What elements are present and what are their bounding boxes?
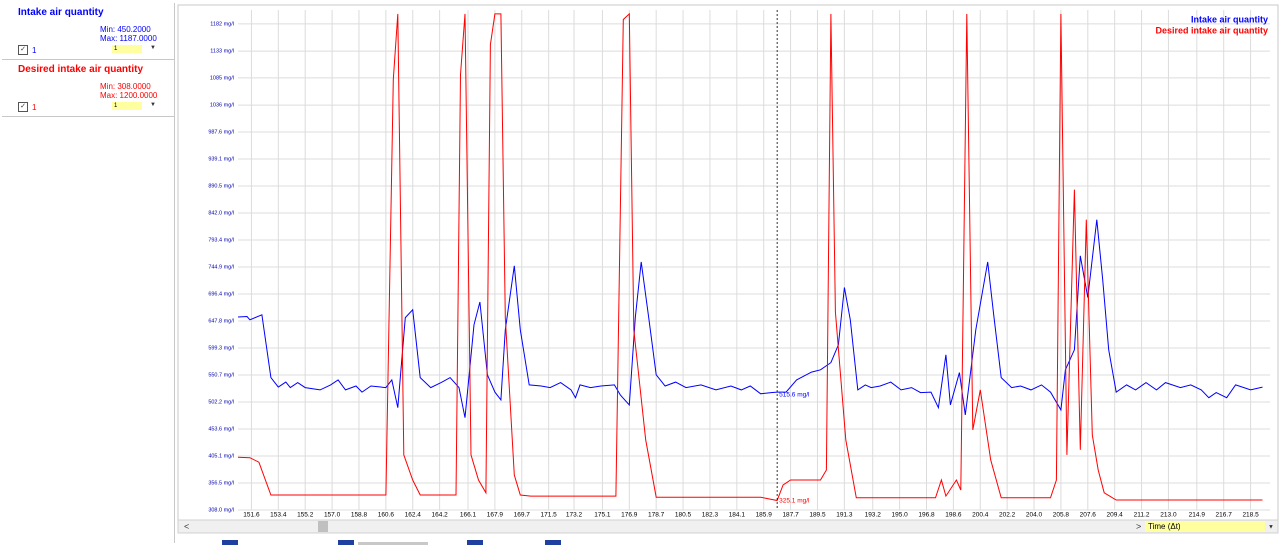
x-tick-label: 185.9: [756, 512, 773, 519]
legend-entry: Intake air quantity: [1191, 14, 1268, 24]
x-tick-label: 204.0: [1026, 512, 1043, 519]
x-tick-label: 184.1: [729, 512, 746, 519]
x-tick-label: 178.7: [648, 512, 665, 519]
y-tick-label: 453.6 mg/l: [208, 426, 234, 432]
x-tick-label: 158.8: [351, 512, 368, 519]
toolbar-icon[interactable]: [338, 540, 354, 545]
y-tick-label: 1133 mg/l: [210, 49, 234, 55]
dropdown-arrow[interactable]: ▼: [150, 45, 156, 51]
y-tick-label: 987.6 mg/l: [208, 129, 234, 135]
x-tick-label: 187.7: [782, 512, 799, 519]
dropdown-arrow[interactable]: ▼: [150, 102, 156, 108]
series-line: [237, 12, 1263, 502]
x-tick-label: 162.4: [405, 512, 422, 519]
y-tick-label: 356.5 mg/l: [208, 480, 234, 486]
x-tick-label: 196.8: [918, 512, 935, 519]
cursor-value: 515.6 mg/l: [779, 392, 810, 399]
x-tick-label: 167.9: [487, 512, 504, 519]
x-tick-label: 211.2: [1134, 512, 1150, 519]
x-tick-label: 213.0: [1160, 512, 1177, 519]
y-tick-label: 1036 mg/l: [210, 103, 234, 109]
y-tick-label: 647.8 mg/l: [208, 318, 234, 324]
y-tick-label: 793.4 mg/l: [208, 237, 234, 243]
x-tick-label: 189.5: [809, 512, 826, 519]
channel: Desired intake air quantity Min: 308.000…: [2, 60, 174, 117]
cursor-value: 325.1 mg/l: [779, 498, 810, 505]
channel-min: Min: 450.2000: [100, 25, 151, 34]
x-tick-label: 176.9: [621, 512, 638, 519]
toolbar-icon[interactable]: [222, 540, 238, 545]
x-tick-label: 207.6: [1080, 512, 1097, 519]
scroll-thumb[interactable]: [318, 521, 328, 532]
scroll-right[interactable]: >: [1136, 521, 1141, 531]
x-tick-label: 166.1: [460, 512, 477, 519]
y-tick-label: 890.5 mg/l: [208, 183, 234, 189]
channel-row: ✓ 1: [18, 45, 36, 55]
x-axis-label: Time (Δt): [1148, 522, 1181, 531]
y-tick-label: 939.1 mg/l: [208, 156, 234, 162]
scrollbar[interactable]: [177, 519, 1279, 534]
y-tick-label: 308.0 mg/l: [208, 507, 234, 513]
channel-label: 1: [32, 45, 37, 55]
y-tick-label: 599.3 mg/l: [208, 345, 234, 351]
series-line: [237, 219, 1263, 418]
scroll-left[interactable]: <: [184, 521, 189, 531]
x-tick-label: 209.4: [1107, 512, 1124, 519]
x-tick-label: 182.3: [702, 512, 719, 519]
x-tick-label: 157.0: [324, 512, 341, 519]
x-tick-label: 153.4: [270, 512, 287, 519]
x-tick-label: 216.7: [1216, 512, 1233, 519]
x-tick-label: 218.5: [1242, 512, 1259, 519]
channel-row: ✓ 1: [18, 102, 36, 112]
chart-frame: [177, 4, 1279, 534]
x-tick-label: 205.8: [1053, 512, 1070, 519]
channel-panel: Intake air quantity Min: 450.2000 Max: 1…: [2, 3, 175, 543]
y-tick-label: 744.9 mg/l: [208, 264, 234, 270]
x-tick-label: 160.6: [378, 512, 395, 519]
x-tick-label: 151.6: [243, 512, 260, 519]
y-tick-label: 1085 mg/l: [210, 75, 234, 81]
toolbar-icon[interactable]: [545, 540, 561, 545]
checkbox[interactable]: ✓: [18, 45, 28, 55]
channel-min: Min: 308.0000: [100, 82, 151, 91]
y-tick-label: 405.1 mg/l: [208, 453, 234, 459]
x-axis-select[interactable]: [1145, 521, 1265, 532]
y-tick-label: 842.0 mg/l: [208, 210, 234, 216]
dropdown-arrow[interactable]: ▼: [1268, 525, 1274, 531]
scale-select[interactable]: 1: [112, 45, 142, 53]
x-tick-label: 164.2: [431, 512, 448, 519]
x-tick-label: 169.7: [514, 512, 531, 519]
x-tick-label: 180.5: [675, 512, 692, 519]
x-tick-label: 171.5: [541, 512, 558, 519]
x-tick-label: 195.0: [891, 512, 908, 519]
channel-max: Max: 1187.0000: [100, 34, 157, 43]
channel: Intake air quantity Min: 450.2000 Max: 1…: [2, 3, 174, 60]
x-tick-label: 191.3: [836, 512, 853, 519]
x-tick-label: 155.2: [297, 512, 314, 519]
checkbox[interactable]: ✓: [18, 102, 28, 112]
legend-entry: Desired intake air quantity: [1155, 25, 1268, 35]
x-tick-label: 198.6: [945, 512, 962, 519]
y-tick-label: 696.4 mg/l: [208, 291, 234, 297]
scale-select[interactable]: 1: [112, 102, 142, 110]
x-tick-label: 175.1: [594, 512, 611, 519]
toolbar-icon[interactable]: [467, 540, 483, 545]
y-tick-label: 502.2 mg/l: [208, 399, 234, 405]
x-tick-label: 173.2: [566, 512, 583, 519]
x-tick-label: 193.2: [865, 512, 882, 519]
y-tick-label: 1182 mg/l: [210, 21, 234, 27]
x-tick-label: 214.9: [1189, 512, 1206, 519]
channel-max: Max: 1200.0000: [100, 91, 158, 100]
y-tick-label: 550.7 mg/l: [208, 372, 234, 378]
toolbar-field[interactable]: [358, 542, 428, 545]
x-tick-label: 200.4: [972, 512, 989, 519]
channel-label: 1: [32, 102, 37, 112]
channel-name: Intake air quantity: [18, 7, 104, 18]
channel-name: Desired intake air quantity: [18, 64, 144, 75]
x-tick-label: 202.2: [999, 512, 1016, 519]
